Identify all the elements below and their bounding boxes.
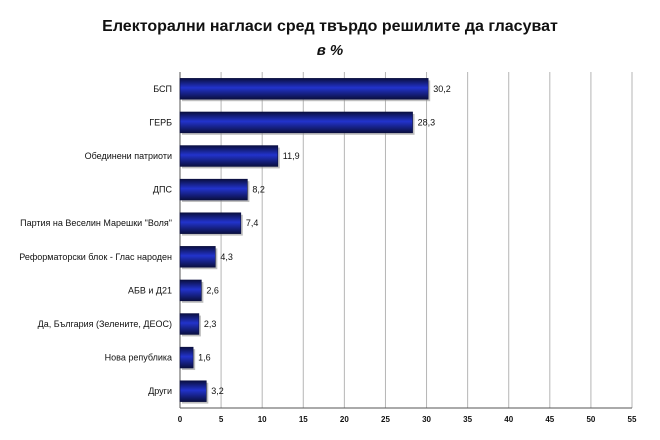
category-label: ГЕРБ — [149, 117, 172, 127]
value-label: 28,3 — [418, 117, 436, 127]
bar — [179, 313, 200, 335]
category-label: Партия на Веселин Марешки "Воля" — [20, 218, 172, 228]
chart-subtitle: в % — [316, 42, 344, 59]
category-label: Реформаторски блок - Глас народен — [19, 252, 172, 262]
category-label: Да, България (Зелените, ДЕОС) — [38, 319, 172, 329]
x-tick-label: 35 — [463, 415, 472, 424]
category-label: Други — [148, 386, 172, 396]
bar — [179, 246, 216, 268]
x-tick-label: 25 — [381, 415, 390, 424]
bar — [179, 279, 202, 302]
value-label: 8,2 — [252, 185, 265, 195]
x-tick-label: 15 — [299, 415, 308, 424]
x-tick-label: 30 — [422, 415, 431, 424]
category-label: БСП — [153, 84, 172, 94]
x-tick-label: 5 — [219, 415, 224, 424]
value-label: 4,3 — [220, 252, 233, 262]
value-label: 2,3 — [204, 319, 217, 329]
category-label: Нова република — [105, 353, 172, 363]
category-label: ДПС — [153, 185, 173, 195]
category-label: АБВ и Д21 — [128, 285, 172, 295]
bar — [179, 145, 279, 167]
value-label: 11,9 — [283, 151, 300, 161]
x-tick-label: 20 — [340, 415, 349, 424]
x-tick-label: 0 — [178, 415, 183, 424]
x-tick-label: 40 — [504, 415, 513, 424]
category-label: Обединени патриоти — [85, 151, 172, 161]
bar — [179, 212, 242, 234]
x-tick-label: 50 — [586, 415, 595, 424]
value-label: 3,2 — [211, 386, 224, 396]
value-label: 30,2 — [433, 84, 451, 94]
bar — [179, 380, 207, 402]
x-tick-label: 55 — [628, 415, 637, 424]
chart-title: Електорални нагласи сред твърдо решилите… — [102, 18, 558, 35]
value-label: 1,6 — [198, 353, 211, 363]
bar — [179, 178, 248, 201]
x-tick-label: 45 — [545, 415, 554, 424]
bar — [179, 78, 429, 100]
value-label: 7,4 — [246, 218, 259, 228]
x-tick-label: 10 — [258, 415, 267, 424]
value-label: 2,6 — [206, 285, 219, 295]
bar — [179, 111, 413, 134]
bar — [179, 346, 194, 369]
